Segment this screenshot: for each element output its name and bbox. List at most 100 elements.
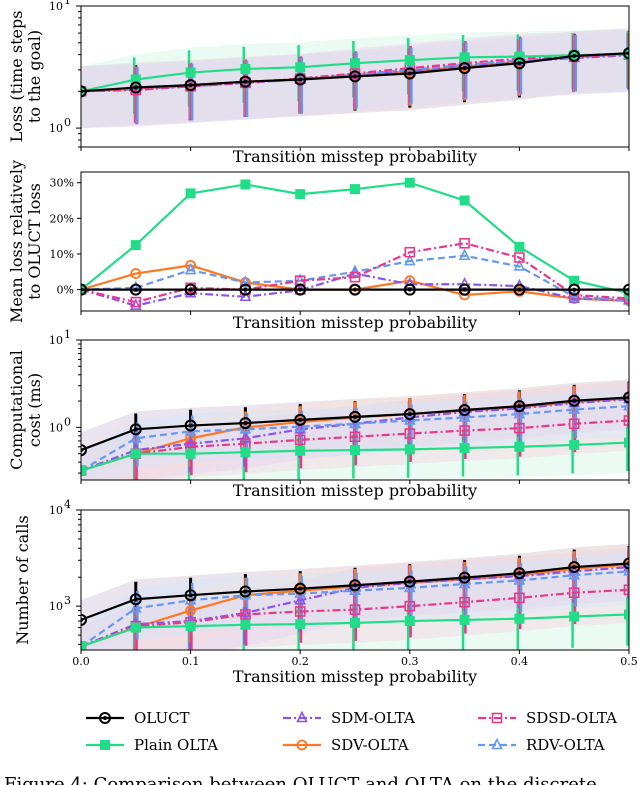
point-plain-olta (459, 443, 470, 454)
point-oluct-dot (353, 74, 357, 79)
point-oluct-dot (407, 412, 412, 417)
axes-frame (80, 509, 630, 651)
point-oluct-dot (462, 408, 467, 413)
point-oluct (239, 417, 252, 430)
point-plain-olta (514, 613, 525, 624)
point-plain-olta (295, 62, 306, 73)
point-oluct (349, 579, 361, 592)
legend-marker (491, 737, 503, 750)
x-tick-label: 0.5 (620, 655, 638, 668)
point-oluct-dot (572, 53, 577, 58)
x-tick-label: 0.4 (511, 655, 529, 668)
y-axis-label-line: cost (ms) (25, 373, 44, 447)
point-plain-olta (514, 441, 525, 452)
legend-label: SDSD-OLTA (526, 709, 617, 727)
point-oluct (568, 49, 581, 62)
point-oluct (294, 283, 307, 296)
point-plain-olta (130, 240, 141, 251)
y-tick-label: 10 (49, 122, 63, 135)
point-oluct (81, 613, 87, 626)
legend-item-plain-olta: Plain OLTA (86, 736, 218, 754)
point-oluct (349, 283, 361, 296)
legend-item-sdv-olta: SDV-OLTA (283, 736, 409, 754)
legend-marker (99, 712, 111, 724)
legend-label: RDV-OLTA (526, 736, 605, 754)
x-axis-label: Transition misstep probability (233, 667, 477, 686)
point-rdv-olta (568, 402, 580, 414)
point-oluct-dot (243, 421, 248, 426)
point-oluct (458, 404, 471, 417)
point-plain-olta (185, 621, 196, 632)
point-oluct-dot (353, 287, 357, 292)
y-axis-label-line: Loss (time steps (7, 11, 26, 143)
point-sdsd-olta (294, 606, 306, 617)
point-sdm-olta (294, 593, 306, 605)
point-sdsd-olta (130, 296, 142, 308)
legend-marker (100, 740, 110, 750)
point-sdsd-olta (459, 596, 470, 608)
point-oluct (81, 444, 87, 457)
point-sdsd-olta (623, 584, 629, 596)
point-oluct (184, 79, 197, 92)
point-oluct-dot (353, 414, 357, 419)
line-rdv-olta (81, 254, 629, 302)
x-tick-label: 0.0 (72, 655, 90, 668)
point-oluct (513, 57, 526, 70)
point-oluct-dot (407, 71, 412, 76)
point-oluct-dot (298, 287, 303, 292)
y-tick-exponent: 3 (64, 594, 71, 607)
point-plain-olta (459, 614, 470, 625)
y-axis-label: Loss (time stepsto the goal) (7, 11, 44, 143)
line-sdsd-olta (81, 419, 629, 472)
point-oluct-dot (462, 287, 467, 292)
point-rdv-olta (404, 253, 416, 266)
point-sdsd-olta (459, 237, 470, 249)
point-rdv-olta (130, 601, 142, 613)
legend-item-sdsd-olta: SDSD-OLTA (478, 709, 617, 727)
point-plain-olta (404, 444, 415, 455)
point-oluct-dot (133, 427, 138, 432)
axes-frame (80, 5, 630, 148)
point-plain-olta (459, 195, 470, 206)
point-plain-olta (81, 465, 86, 476)
line-sdsd-olta (81, 242, 629, 304)
point-rdv-olta (458, 410, 471, 422)
point-oluct (184, 283, 197, 296)
point-oluct (81, 283, 87, 296)
legend-item-rdv-olta: RDV-OLTA (478, 736, 605, 754)
legend-label: SDV-OLTA (331, 736, 409, 754)
point-oluct-dot (243, 589, 248, 594)
x-axis-label: Transition misstep probability (233, 313, 477, 332)
point-oluct (184, 589, 197, 602)
x-axis-label: Transition misstep probability (233, 481, 477, 500)
point-oluct-dot (572, 287, 577, 292)
point-oluct (349, 410, 361, 423)
point-rdv-olta (239, 587, 252, 600)
point-rdv-olta (513, 573, 526, 585)
point-oluct-dot (407, 287, 412, 292)
point-oluct-dot (462, 575, 467, 580)
point-oluct-dot (517, 287, 522, 292)
point-oluct (129, 423, 142, 436)
point-oluct-dot (298, 586, 303, 591)
point-rdv-olta (458, 248, 471, 261)
point-oluct (623, 283, 629, 296)
legend-label: OLUCT (134, 709, 190, 727)
point-oluct-dot (462, 66, 467, 71)
y-tick-label: 10% (50, 248, 74, 261)
point-rdv-olta (623, 293, 629, 305)
point-oluct (129, 283, 142, 296)
point-oluct-dot (572, 398, 577, 403)
point-oluct (129, 593, 142, 606)
y-tick-label: 10 (49, 0, 63, 13)
point-sdsd-olta (459, 425, 470, 436)
point-sdsd-olta (404, 428, 416, 439)
point-oluct (403, 67, 416, 80)
plot-area (81, 177, 629, 310)
point-oluct-dot (298, 77, 303, 82)
point-oluct (568, 561, 581, 574)
point-plain-olta (350, 617, 360, 628)
